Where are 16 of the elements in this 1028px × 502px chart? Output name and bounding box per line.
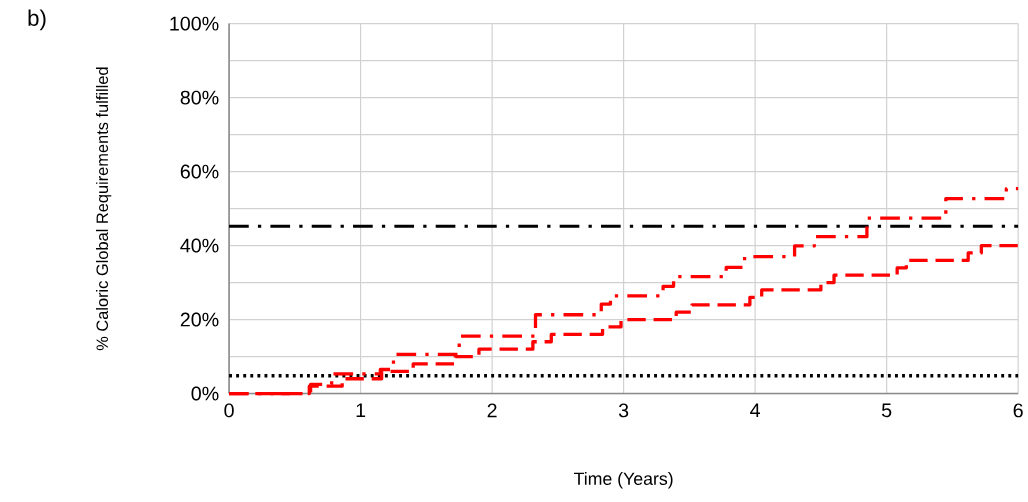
y-tick-label: 0% [191,386,219,401]
x-tick-label: 2 [487,403,497,418]
y-tick-label: 100% [170,16,219,31]
x-tick-label: 0 [224,403,234,418]
y-tick-label: 60% [180,164,219,179]
y-tick-label: 80% [180,90,219,105]
x-tick-label: 4 [750,403,761,418]
y-axis-title: % Caloric Global Requirements fulfilled [96,67,112,351]
x-tick-label: 5 [881,403,892,418]
x-tick-label: 1 [356,403,366,418]
x-tick-label: 3 [618,403,629,418]
x-tick-label: 6 [1013,403,1023,418]
x-axis-title: Time (Years) [573,472,673,489]
y-tick-label: 20% [180,312,219,327]
text: b) [28,9,46,31]
y-tick-label: 40% [180,238,219,253]
